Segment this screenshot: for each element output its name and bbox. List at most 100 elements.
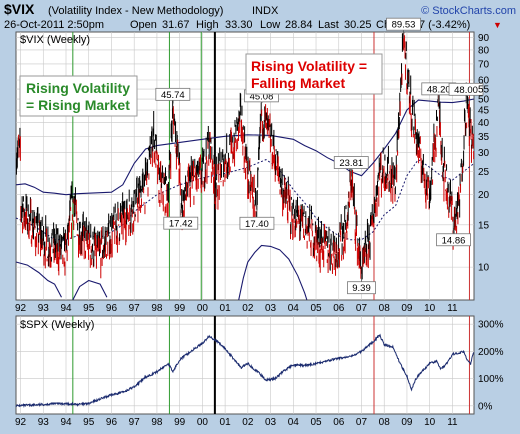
spx-layer: [15, 333, 475, 409]
vix-y-tick-label: 30: [478, 148, 490, 159]
vix-x-tick-label: 06: [333, 303, 345, 314]
value-labels-layer: 45.74 17.42 45.08 17.40 23.81 9.39 89.53 48.20 4…: [155, 17, 484, 295]
spx-x-tick-label: 93: [38, 417, 50, 428]
spx-line: [15, 333, 475, 409]
spx-x-tick-label: 04: [288, 417, 300, 428]
datetime-label: 26-Oct-2011 2:50pm: [4, 19, 104, 31]
spx-x-tick-label: 96: [106, 417, 118, 428]
vix-x-tick-label: 96: [106, 303, 118, 314]
red-annotation-box: [245, 53, 383, 95]
vix-x-tick-label: 10: [424, 303, 436, 314]
low-label: Low: [260, 19, 280, 31]
spx-x-tick-label: 05: [310, 417, 322, 428]
spx-x-tick-label: 08: [379, 417, 391, 428]
spx-x-tick-label: 99: [174, 417, 186, 428]
symbol-title: $VIX: [4, 1, 35, 17]
spx-x-tick-label: 92: [15, 417, 27, 428]
vix-x-tick-label: 09: [401, 303, 413, 314]
vix-x-tick-label: 94: [60, 303, 72, 314]
credit-label: © StockCharts.com: [421, 5, 516, 17]
high-value: 33.30: [225, 19, 253, 31]
vix-y-tick-label: 45: [478, 106, 490, 117]
value-label: 89.53: [392, 20, 416, 31]
lower-bollinger-band: [15, 261, 62, 298]
value-label-box: [333, 156, 369, 169]
spx-x-tick-label: 98: [151, 417, 163, 428]
vix-x-tick-label: 08: [379, 303, 391, 314]
vix-y-tick-label: 80: [478, 45, 490, 56]
red-annotation-line-1: Rising Volatility =: [251, 58, 367, 74]
value-label-box: [155, 87, 191, 101]
vix-x-tick-label: 02: [242, 303, 254, 314]
vix-y-tick-label: 50: [478, 95, 490, 106]
vix-x-tick-label: 00: [197, 303, 209, 314]
last-value: 30.25: [344, 19, 372, 31]
value-label-box: [347, 281, 376, 295]
vix-x-tick-label: 07: [356, 303, 368, 314]
low-value: 28.84: [285, 19, 313, 31]
value-label: 14.86: [442, 235, 466, 246]
open-value: 31.67: [162, 19, 190, 31]
vix-y-tick-label: 90: [478, 33, 490, 44]
spx-x-tick-label: 02: [242, 417, 254, 428]
spx-panel-label: $SPX (Weekly): [20, 319, 94, 331]
spx-y-tick-label: 300%: [478, 320, 504, 331]
value-label-box: [386, 17, 421, 31]
last-label: Last: [318, 19, 339, 31]
spx-y-tick-label: 200%: [478, 347, 504, 358]
vix-y-tick-label: 70: [478, 59, 490, 70]
vix-y-tick-label: 20: [478, 190, 490, 201]
green-annotation-line-1: Rising Volatility: [26, 80, 130, 96]
symbol-name: (Volatility Index - New Methodology): [48, 5, 223, 17]
axis-labels-layer: 92 92 93 93 94 94 95 95 96 96 97 97 98 98 99 99 00 00 01 01…: [15, 33, 504, 428]
value-label: 48.00: [454, 85, 478, 96]
vix-x-tick-label: 97: [129, 303, 141, 314]
vix-x-tick-label: 01: [220, 303, 232, 314]
spx-x-tick-label: 00: [197, 417, 209, 428]
vix-panel-label: $VIX (Weekly): [20, 34, 90, 46]
open-label: Open: [130, 19, 157, 31]
value-label-box: [163, 216, 199, 230]
vix-x-tick-label: 11: [447, 303, 458, 314]
vix-y-tick-label: 60: [478, 75, 490, 86]
red-annotation-line-2: Falling Market: [251, 75, 345, 91]
spx-x-tick-label: 09: [401, 417, 413, 428]
spx-x-tick-label: 97: [129, 417, 141, 428]
exchange-label: INDX: [252, 5, 279, 17]
value-label: 23.81: [339, 158, 363, 169]
vix-x-tick-label: 92: [15, 303, 27, 314]
spx-x-tick-label: 03: [265, 417, 277, 428]
value-label: 48.20: [427, 84, 451, 95]
value-label-box: [448, 82, 484, 96]
vix-x-tick-label: 93: [38, 303, 50, 314]
lower-bollinger-band: [238, 244, 308, 301]
value-label: 45.74: [161, 90, 185, 101]
spx-x-tick-label: 11: [447, 417, 458, 428]
spx-x-tick-label: 06: [333, 417, 345, 428]
green-annotation-line-2: = Rising Market: [26, 97, 130, 113]
spx-y-tick-label: 100%: [478, 374, 504, 385]
spx-x-tick-label: 95: [83, 417, 95, 428]
value-label: 9.39: [352, 283, 371, 294]
vix-x-tick-label: 98: [151, 303, 163, 314]
spx-y-tick-label: 0%: [478, 401, 493, 412]
vix-x-tick-label: 04: [288, 303, 300, 314]
spx-x-tick-label: 07: [356, 417, 368, 428]
vix-x-tick-label: 95: [83, 303, 95, 314]
value-label-box: [239, 216, 275, 230]
value-label: 17.40: [245, 219, 269, 230]
chg-down-arrow-icon: ▼: [493, 20, 502, 30]
green-annotation-box: [19, 75, 138, 117]
vix-y-tick-label: 15: [478, 220, 490, 231]
vix-y-tick-label: 25: [478, 167, 490, 178]
vix-x-tick-label: 99: [174, 303, 186, 314]
value-label: 17.42: [169, 219, 193, 230]
vix-y-tick-label: 55: [478, 85, 490, 96]
high-label: High: [196, 19, 219, 31]
vix-x-tick-label: 05: [310, 303, 322, 314]
lower-bollinger-band: [72, 279, 108, 301]
vix-y-tick-label: 35: [478, 132, 490, 143]
vix-y-tick-label: 40: [478, 118, 490, 129]
